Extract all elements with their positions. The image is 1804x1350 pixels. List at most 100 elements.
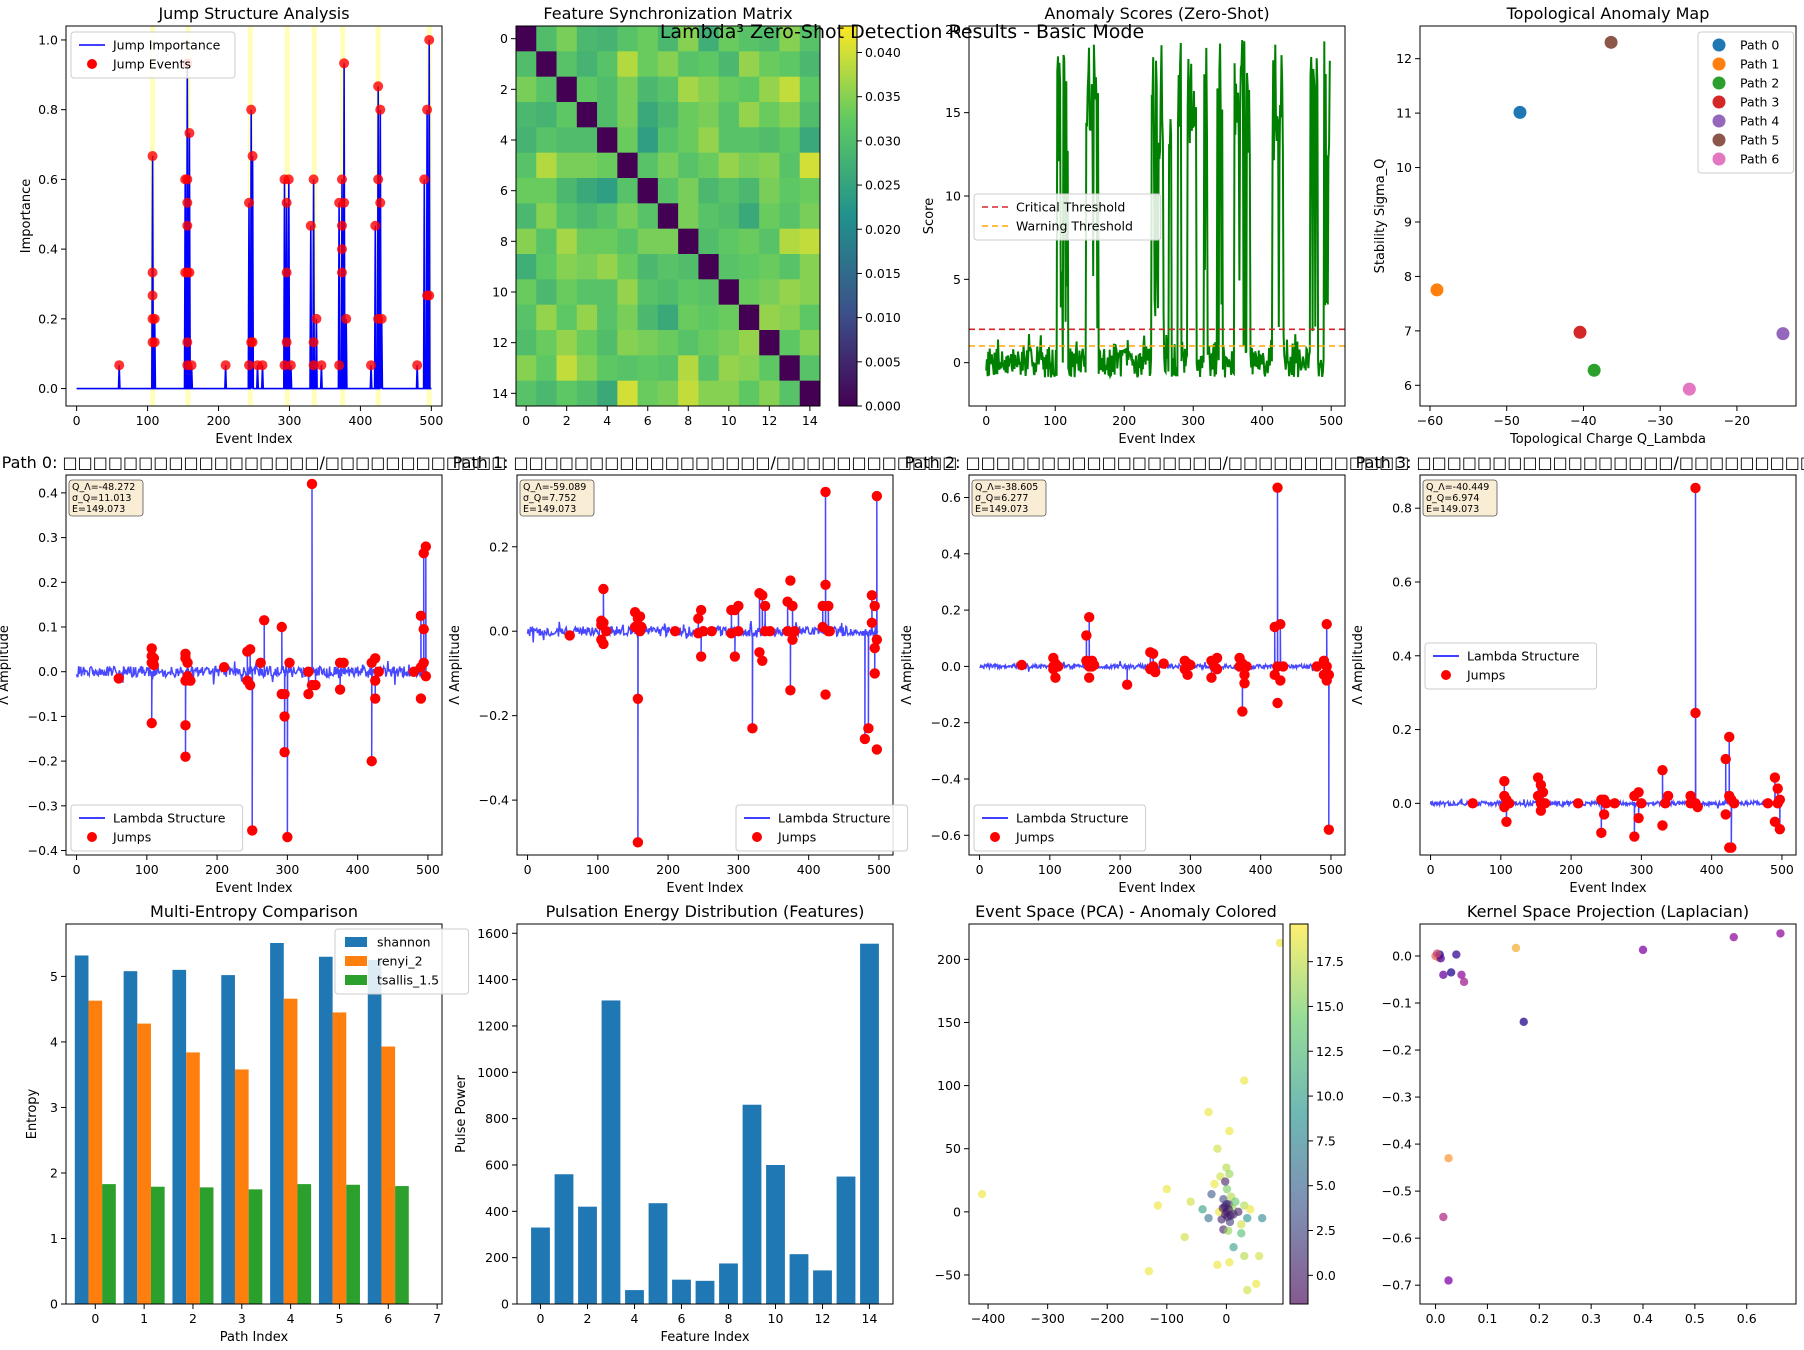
pca-point	[1231, 1197, 1240, 1206]
sync-cell	[556, 203, 578, 230]
sync-cell	[516, 127, 537, 154]
sync-cell	[678, 26, 699, 52]
topo-ytick-label: 10	[1396, 160, 1412, 175]
path3-jump-point	[1762, 798, 1774, 809]
sync-cell	[738, 76, 760, 103]
kernel-ytick-label: −0.5	[1382, 1184, 1412, 1199]
path0-ytick-label: 0.4	[38, 485, 58, 500]
pca-point	[1234, 1207, 1243, 1217]
path0-jump-point	[370, 675, 381, 686]
path1-jump-point	[598, 583, 609, 595]
jump-event-point	[308, 337, 319, 348]
pca-ytick-label: −50	[935, 1267, 961, 1282]
path3-jump-point	[1662, 790, 1674, 802]
sync-xtick-label: 10	[721, 413, 737, 428]
sync-cell	[516, 304, 537, 331]
path1-jump-point	[693, 613, 704, 624]
pca-point	[1222, 1184, 1232, 1194]
topo-xtick-label: −60	[1417, 413, 1443, 428]
path0-xtick-label: 100	[135, 862, 159, 877]
entropy-axes: 0 1 2 3 4 5 6 7 0 1 2 3 4 5 Multi-Entropy Comparison Pa…	[25, 902, 470, 1345]
sync-cell	[576, 102, 598, 128]
pca-point	[1243, 1285, 1252, 1295]
path3-jump-point	[1633, 787, 1644, 798]
sync-ytick-label: 14	[492, 386, 508, 401]
pulse-bar	[672, 1279, 691, 1304]
entropy-bar-tsallis_1-5	[297, 1184, 312, 1304]
path0-ytick-label: 0.1	[38, 620, 58, 635]
path3-jump-point	[1636, 798, 1647, 809]
kernel-axes: 0.0 0.1 0.2 0.3 0.4 0.5 0.6 −0.7 −0.6 −0.5 −0.4 −0.…	[1382, 902, 1797, 1326]
path1-lambda-line	[526, 491, 879, 843]
pulse-bar	[601, 1000, 621, 1304]
jump-event-point	[147, 151, 158, 162]
sync-cell	[597, 304, 618, 331]
path3-jump-point	[1726, 842, 1737, 853]
pca-point	[1162, 1184, 1172, 1194]
sync-cell	[779, 228, 801, 255]
sync-xtick-label: 2	[563, 413, 571, 428]
path0-jump-point	[148, 659, 160, 671]
path2-jump-point	[1323, 824, 1335, 835]
path3-jump-point	[1539, 798, 1551, 809]
path2-xtick-label: 100	[1038, 862, 1062, 877]
sync-title: Feature Synchronization Matrix	[543, 4, 792, 23]
path1-jump-point	[564, 630, 575, 641]
topo-point-path-2	[1587, 363, 1601, 377]
path3-jump-point	[1685, 790, 1696, 802]
path2-jump-point	[1083, 611, 1095, 623]
sync-cell	[637, 330, 659, 356]
sync-cell	[799, 203, 821, 230]
pulse-xtick-label: 8	[725, 1311, 733, 1326]
path2-chart: 0 100 200 300 400 500 −0.6 −0.4 −0.2 0.0 0.2 0.4 0.6…	[900, 453, 1409, 896]
path0-legend-label: Jumps	[112, 830, 151, 845]
pulse-xtick-label: 14	[862, 1311, 878, 1326]
topo-point-path-5	[1604, 35, 1618, 49]
sync-cell	[698, 304, 720, 331]
path1-jump-point	[869, 600, 880, 612]
pulse-frame	[516, 923, 894, 1305]
pca-point	[1251, 1279, 1261, 1289]
sync-cell	[759, 152, 780, 179]
path3-jump-point	[1499, 776, 1510, 787]
sync-colorbar-label: 0.040	[865, 45, 901, 60]
anomaly-ytick-label: 20	[945, 22, 961, 37]
jump-title: Jump Structure Analysis	[157, 4, 349, 23]
path0-jump-point	[418, 657, 429, 668]
sync-cell	[536, 203, 558, 230]
sync-xtick-label: 8	[684, 413, 692, 428]
jump-event-point	[336, 174, 347, 185]
jump-ylabel: Importance	[19, 179, 34, 254]
sync-cell	[657, 76, 679, 103]
sync-cell	[516, 152, 537, 179]
pulse-bar	[836, 1176, 856, 1304]
pca-colorbar-label: 12.5	[1316, 1044, 1344, 1059]
sync-cell	[779, 26, 801, 52]
sync-colorbar	[838, 25, 858, 407]
jump-event-point	[247, 151, 258, 162]
sync-cell	[536, 380, 558, 407]
anomaly-ytick-label: 15	[945, 105, 961, 120]
sync-cell	[698, 355, 720, 382]
path1-jump-point	[636, 621, 647, 633]
sync-cell	[738, 254, 760, 280]
pca-point	[1257, 1213, 1267, 1223]
topo-ytick-label: 11	[1396, 106, 1412, 121]
entropy-xtick-label: 7	[433, 1311, 441, 1326]
sync-xtick-label: 14	[802, 413, 818, 428]
sync-cell	[516, 51, 537, 78]
jump-event-point	[283, 174, 294, 185]
topo-xtick-label: −40	[1570, 413, 1596, 428]
path0-jump-point	[284, 657, 295, 668]
path3-plot-area	[1429, 482, 1786, 853]
path2-jump-point	[1083, 672, 1095, 683]
path2-xtick-label: 400	[1249, 862, 1273, 877]
path0-jump-point	[146, 643, 157, 654]
path2-jump-point	[1239, 678, 1250, 689]
topo-chart: −60 −50 −40 −30 −20 6 7 8 9 10 11 12 Topological Ano…	[1373, 4, 1797, 447]
entropy-frame	[65, 923, 443, 1305]
kernel-ytick-label: −0.3	[1382, 1090, 1412, 1105]
sync-cell	[637, 380, 659, 407]
path2-legend-label: Lambda Structure	[1016, 811, 1129, 826]
